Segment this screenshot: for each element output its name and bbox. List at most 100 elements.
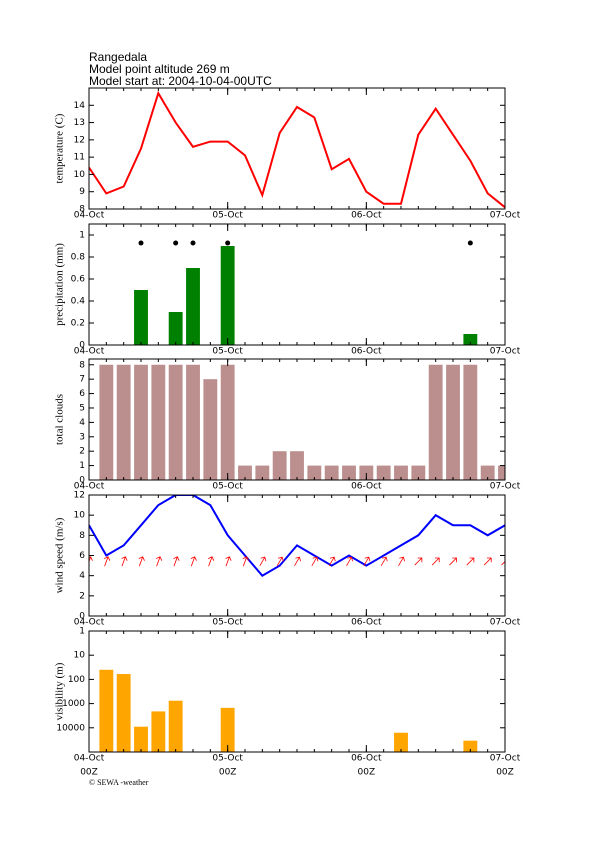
y-tick-label: 10 <box>74 651 86 661</box>
x-tick-label: 04-Oct <box>74 618 105 628</box>
plot-area <box>89 495 505 577</box>
wind-arrow <box>259 556 267 567</box>
y-tick-label: 13 <box>74 118 85 128</box>
plot-area <box>99 669 478 752</box>
y-tick-label: 8 <box>79 205 85 215</box>
y-tick-label: 100 <box>68 675 85 685</box>
precip-marker <box>225 240 231 246</box>
x-tick-label: 04-Oct <box>74 754 105 764</box>
bar <box>168 700 183 752</box>
x-tick-sublabel: 00Z <box>80 768 98 778</box>
wind-arrow <box>346 556 353 567</box>
wind-arrow <box>431 557 440 566</box>
y-tick-label: 9 <box>79 187 85 197</box>
y-tick-label: 3 <box>79 432 85 442</box>
bar <box>116 674 131 752</box>
bar <box>238 465 252 480</box>
x-tick-label: 05-Oct <box>212 347 243 357</box>
y-tick-label: 0.2 <box>71 319 85 329</box>
x-tick-label: 07-Oct <box>490 618 521 628</box>
wind-arrow <box>208 556 215 567</box>
bar <box>463 364 478 480</box>
y-tick-label: 6 <box>79 551 85 561</box>
y-axis-label: wind speed (m/s) <box>54 517 66 593</box>
y-tick-label: 8 <box>79 531 85 541</box>
copyright: © SEWA -weather <box>89 778 149 787</box>
bar <box>203 379 218 480</box>
model-start: Model start at: 2004-10-04-00UTC <box>89 74 272 88</box>
bar <box>272 451 287 480</box>
precip-marker <box>190 240 196 246</box>
wind-arrow <box>138 556 145 567</box>
y-tick-label: 2 <box>79 591 85 601</box>
line <box>89 495 505 577</box>
y-tick-label: 1 <box>79 231 85 241</box>
line <box>89 90 505 209</box>
wind-arrow <box>380 556 388 567</box>
bar <box>116 364 131 480</box>
x-tick-label: 04-Oct <box>74 347 105 357</box>
bar <box>480 465 495 480</box>
x-tick-label: 06-Oct <box>351 211 382 221</box>
y-axis-label: total clouds <box>54 394 66 445</box>
bar <box>168 364 183 480</box>
x-tick-label: 05-Oct <box>212 482 243 492</box>
y-tick-label: 10 <box>74 170 86 180</box>
x-tick-label: 06-Oct <box>351 347 382 357</box>
wind-arrow <box>190 556 197 567</box>
bar <box>463 740 478 752</box>
x-tick-label: 06-Oct <box>351 618 382 628</box>
bar <box>498 465 505 480</box>
wind-arrow <box>156 556 163 567</box>
wind-arrow <box>466 557 475 566</box>
wind-arrow <box>449 557 457 566</box>
bar <box>99 669 114 752</box>
bar <box>290 451 304 480</box>
x-tick-label: 04-Oct <box>74 211 105 221</box>
y-tick-label: 4 <box>79 418 85 428</box>
x-tick-label: 04-Oct <box>74 482 105 492</box>
plot-area <box>134 240 478 345</box>
bar <box>151 711 166 752</box>
bar <box>220 707 235 752</box>
wind-arrow <box>501 557 505 566</box>
wind-arrow <box>328 556 336 567</box>
x-tick-label: 07-Oct <box>490 482 521 492</box>
y-tick-label: 1000 <box>62 699 85 709</box>
precip-marker <box>138 240 144 246</box>
bar <box>394 465 408 480</box>
wind-arrow <box>121 556 128 567</box>
y-tick-label: 0 <box>79 476 85 486</box>
y-tick-label: 0.6 <box>71 275 86 285</box>
y-tick-label: 4 <box>79 571 85 581</box>
bar <box>428 364 443 480</box>
y-tick-label: 10000 <box>56 723 85 733</box>
wind-arrow <box>398 556 405 567</box>
x-tick-sublabel: 00Z <box>496 768 514 778</box>
y-tick-label: 0 <box>79 612 85 622</box>
y-tick-label: 0 <box>79 341 85 351</box>
bar <box>134 290 148 345</box>
y-tick-label: 0.4 <box>71 297 86 307</box>
bar <box>394 732 408 752</box>
y-tick-label: 14 <box>74 101 86 111</box>
y-axis-label: temperature (C) <box>54 113 66 183</box>
x-tick-sublabel: 00Z <box>219 768 237 778</box>
panel-frame <box>88 494 506 617</box>
wind-arrow <box>225 556 232 567</box>
panel-frame <box>88 630 506 753</box>
bar <box>324 465 339 480</box>
bar <box>342 465 356 480</box>
wind-arrow <box>173 556 180 567</box>
y-tick-label: 6 <box>79 389 85 399</box>
location: Rangedala <box>89 50 147 64</box>
x-tick-label: 05-Oct <box>212 754 243 764</box>
y-tick-label: 7 <box>79 375 85 385</box>
panel-frame <box>88 87 506 210</box>
y-tick-label: 5 <box>79 403 85 413</box>
y-tick-label: 2 <box>79 447 85 457</box>
bar <box>134 726 148 752</box>
y-tick-label: 0.8 <box>71 253 86 263</box>
